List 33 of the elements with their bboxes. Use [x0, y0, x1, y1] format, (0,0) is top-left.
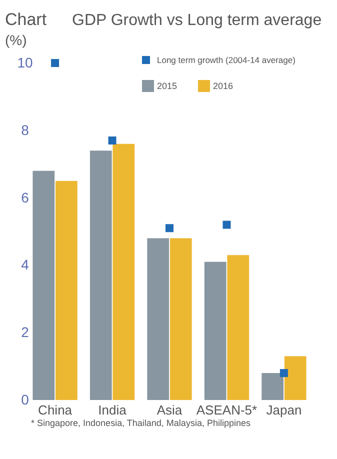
bar — [262, 373, 284, 400]
y-axis-title: (%) — [5, 32, 27, 48]
chart-title: GDP Growth vs Long term average — [72, 12, 322, 29]
bar — [204, 262, 226, 400]
x-tick-label: China — [38, 402, 73, 418]
y-tick-label: 8 — [21, 122, 30, 138]
bar — [227, 255, 250, 400]
point — [222, 220, 231, 229]
text: Chart — [5, 10, 47, 29]
bar — [56, 180, 78, 400]
point — [166, 224, 174, 232]
point — [280, 369, 288, 378]
legend-label: 2015 — [157, 81, 178, 91]
x-tick-label: India — [98, 402, 128, 418]
bar — [112, 144, 135, 400]
bar — [284, 356, 306, 400]
bar — [147, 238, 170, 400]
x-tick-label: ASEAN-5* — [196, 402, 258, 418]
bar — [90, 150, 112, 400]
y-tick-label: 10 — [17, 54, 33, 70]
legend-label: 2016 — [213, 81, 234, 91]
point — [108, 136, 116, 145]
x-tick-label: Asia — [156, 402, 183, 418]
bar — [32, 170, 55, 400]
legend-label: Long term growth (2004-14 average) — [157, 55, 296, 65]
y-tick-label: 2 — [21, 324, 30, 340]
x-tick-label: Japan — [266, 402, 302, 418]
text: * Singapore, Indonesia, Thailand, Malaysia, Philippines — [31, 418, 251, 428]
bar — [170, 238, 192, 400]
y-tick-label: 4 — [21, 256, 30, 273]
y-tick-label: 6 — [21, 189, 30, 206]
point — [51, 59, 60, 67]
y-tick-label: 0 — [21, 391, 30, 408]
